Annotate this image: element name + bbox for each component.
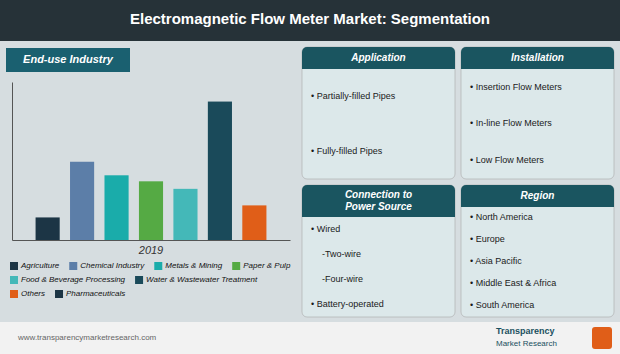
legend-label: Pharmaceuticals [66, 289, 125, 298]
x-tick: 2019 [138, 240, 163, 256]
info-box-body [302, 185, 455, 317]
legend-item: Water & Wastewater Treatment [135, 275, 258, 284]
subtitle: End-use Industry [23, 53, 114, 65]
info-box-item: • Low Flow Meters [470, 155, 544, 165]
info-box-item: • In-line Flow Meters [470, 118, 552, 128]
bar [139, 181, 163, 240]
main-background [0, 41, 620, 322]
info-box-title-line: Region [521, 190, 555, 201]
y-axis-line [12, 83, 13, 241]
bar [36, 217, 60, 240]
info-box-header [302, 185, 455, 217]
legend-swatch [55, 290, 63, 298]
logo-icon [592, 327, 612, 349]
info-box-body [302, 47, 455, 179]
bar [70, 162, 94, 240]
info-box-title: Connection toPower Source [345, 189, 412, 212]
legend-swatch [135, 276, 143, 284]
legend-swatch [10, 290, 18, 298]
legend-item: Paper & Pulp [232, 261, 291, 270]
bar [242, 205, 266, 240]
info-box-item: • North America [470, 212, 533, 222]
legend-swatch [154, 262, 162, 270]
info-box-header [461, 47, 614, 69]
footer-logo-text: Transparency [496, 326, 555, 336]
legend-item: Pharmaceuticals [55, 289, 125, 298]
legend-label: Others [21, 289, 45, 298]
bars [36, 102, 267, 240]
info-box-title-line: Power Source [345, 201, 412, 212]
x-tick-label: 2019 [138, 244, 163, 256]
info-box-item: • Europe [470, 234, 505, 244]
legend-item: Food & Beverage Processing [10, 275, 126, 284]
info-box-body [461, 47, 614, 179]
info-box: Installation • Insertion Flow Meters • In-… [461, 47, 614, 179]
footer-logo-text: Market Research [496, 339, 557, 348]
info-box: Application • Partially-filled Pipes • Ful… [302, 47, 455, 179]
legend-label: Water & Wastewater Treatment [146, 275, 258, 284]
legend-label: Food & Beverage Processing [21, 275, 126, 284]
info-box: Connection toPower Source • Wired -Two-wir… [302, 185, 455, 317]
legend-swatch [10, 262, 18, 270]
info-box-body [461, 185, 614, 317]
legend-label: Paper & Pulp [243, 261, 291, 270]
footer-text: www.transparencymarketresearch.com [17, 333, 157, 342]
bar [173, 189, 197, 240]
info-box-title: Region [521, 190, 555, 201]
info-box-item: -Two-wire [322, 249, 361, 259]
chart-title: Electromagnetic Flow Meter Market: Segme… [130, 10, 490, 27]
info-box-header [461, 185, 614, 207]
info-box-item: -Four-wire [322, 274, 363, 284]
legend-item: Chemical Industry [69, 261, 145, 270]
legend-label: Chemical Industry [80, 261, 145, 270]
x-axis: 2019 [13, 240, 291, 256]
info-box-item: • Battery-operated [311, 299, 384, 309]
info-box-item: • Partially-filled Pipes [311, 91, 396, 101]
bar [208, 102, 232, 240]
legend-label: Metals & Mining [165, 261, 222, 270]
info-box-item: • Middle East & Africa [470, 278, 556, 288]
bar [104, 175, 128, 240]
footer-bar [0, 322, 620, 354]
legend-swatch [232, 262, 240, 270]
info-box-header [302, 47, 455, 69]
legend-swatch [10, 276, 18, 284]
info-box-item: • Wired [311, 224, 340, 234]
x-axis-line [13, 240, 291, 241]
y-axis [12, 83, 13, 241]
info-box-title-line: Installation [511, 52, 564, 63]
legend: Agriculture Chemical Industry Metals & Min… [10, 261, 291, 298]
info-box-title-line: Application [350, 52, 405, 63]
legend-item: Metals & Mining [154, 261, 222, 270]
info-box: Region • North America • Europe • Asia Paci… [461, 185, 614, 317]
title-bar [0, 0, 620, 41]
info-box-item: • Asia Pacific [470, 256, 522, 266]
legend-item: Others [10, 289, 45, 298]
info-box-title: Application [350, 52, 405, 63]
info-box-item: • South America [470, 300, 534, 310]
chart-svg: Electromagnetic Flow Meter Market: Segme… [0, 0, 620, 354]
legend-label: Agriculture [20, 261, 60, 270]
info-box-header-fill [302, 201, 455, 217]
legend-swatch [69, 262, 77, 270]
info-box-title-line: Connection to [345, 189, 412, 200]
legend-item: Agriculture [10, 261, 60, 270]
info-box-title: Installation [511, 52, 564, 63]
info-box-item: • Fully-filled Pipes [311, 146, 383, 156]
subtitle-box [6, 48, 130, 72]
info-box-item: • Insertion Flow Meters [470, 82, 562, 92]
